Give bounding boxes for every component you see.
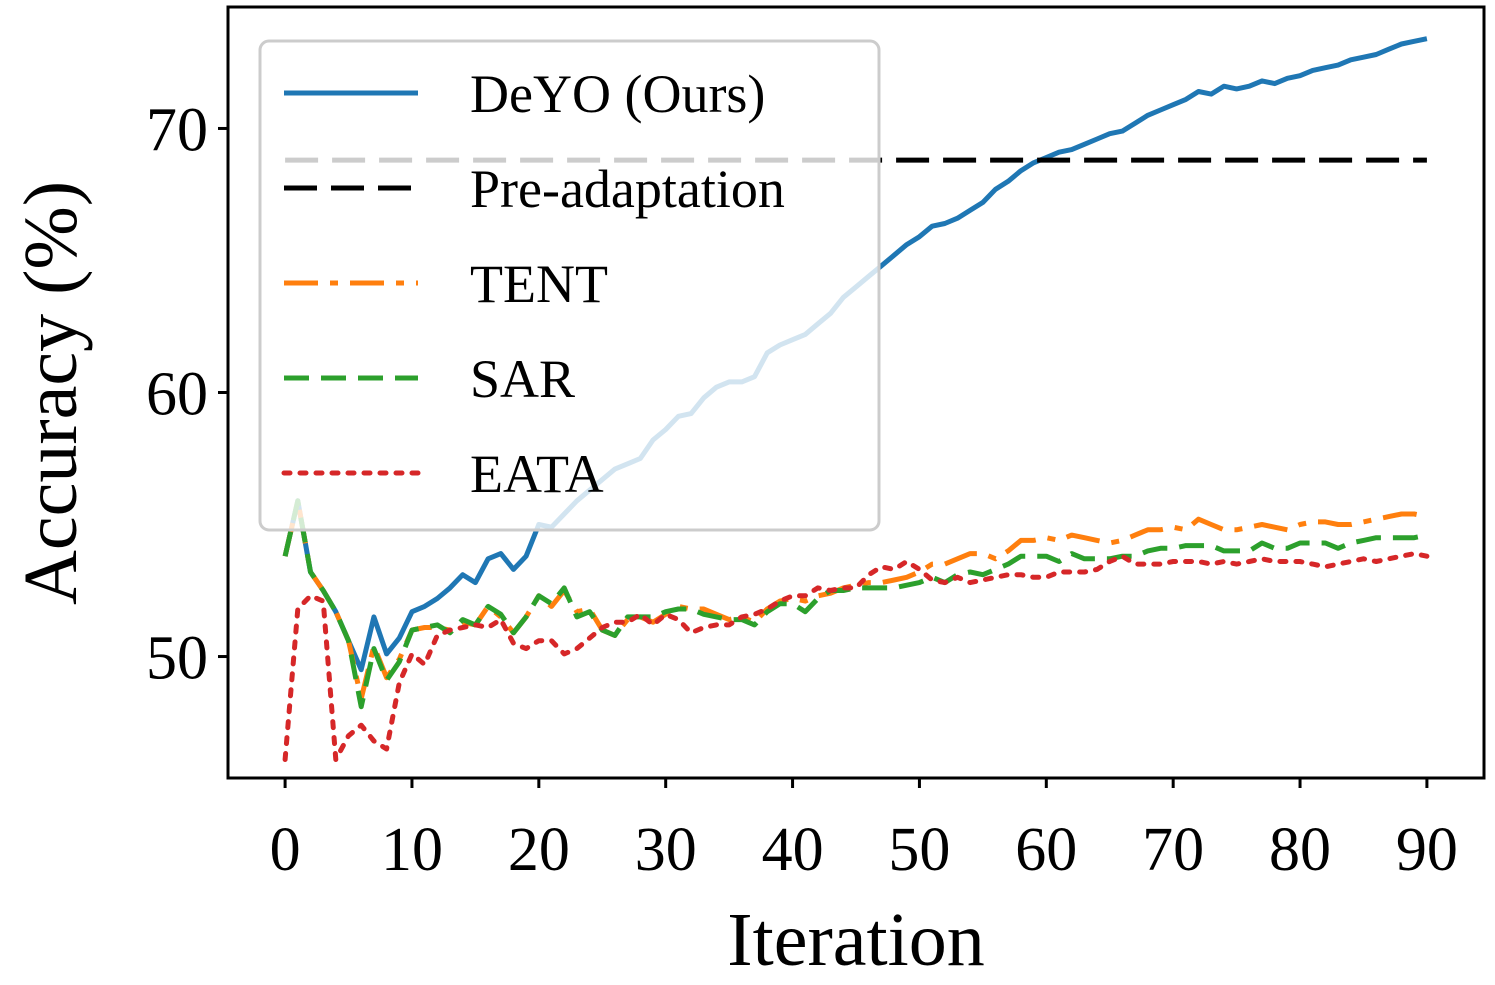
x-tick-label: 10 — [381, 816, 443, 884]
x-tick-label: 60 — [1015, 816, 1077, 884]
legend-label-tent: TENT — [470, 254, 608, 314]
legend: DeYO (Ours) Pre-adaptation TENT SAR EATA — [258, 39, 881, 532]
x-tick-label: 80 — [1269, 816, 1331, 884]
x-tick-label: 40 — [762, 816, 824, 884]
axis-ticks: 0 10 20 30 40 50 60 70 80 90 50 60 70 — [146, 96, 1458, 884]
y-axis-title: Accuracy (%) — [9, 181, 93, 605]
x-axis-title: Iteration — [727, 898, 984, 982]
y-tick-label: 70 — [146, 96, 208, 164]
legend-label-eata: EATA — [470, 444, 604, 504]
x-tick-label: 90 — [1396, 816, 1458, 884]
legend-label-deyo-ours: DeYO (Ours) — [470, 64, 765, 124]
x-tick-label: 0 — [270, 816, 301, 884]
x-tick-label: 30 — [635, 816, 697, 884]
x-tick-label: 50 — [888, 816, 950, 884]
legend-label-pre-adaptation: Pre-adaptation — [470, 159, 785, 219]
x-tick-label: 20 — [508, 816, 570, 884]
y-tick-label: 50 — [146, 625, 208, 693]
series-line-eata — [282, 551, 1430, 762]
legend-label-sar: SAR — [470, 349, 575, 409]
y-tick-label: 60 — [146, 361, 208, 429]
legend-box — [258, 39, 881, 532]
x-tick-label: 70 — [1142, 816, 1204, 884]
